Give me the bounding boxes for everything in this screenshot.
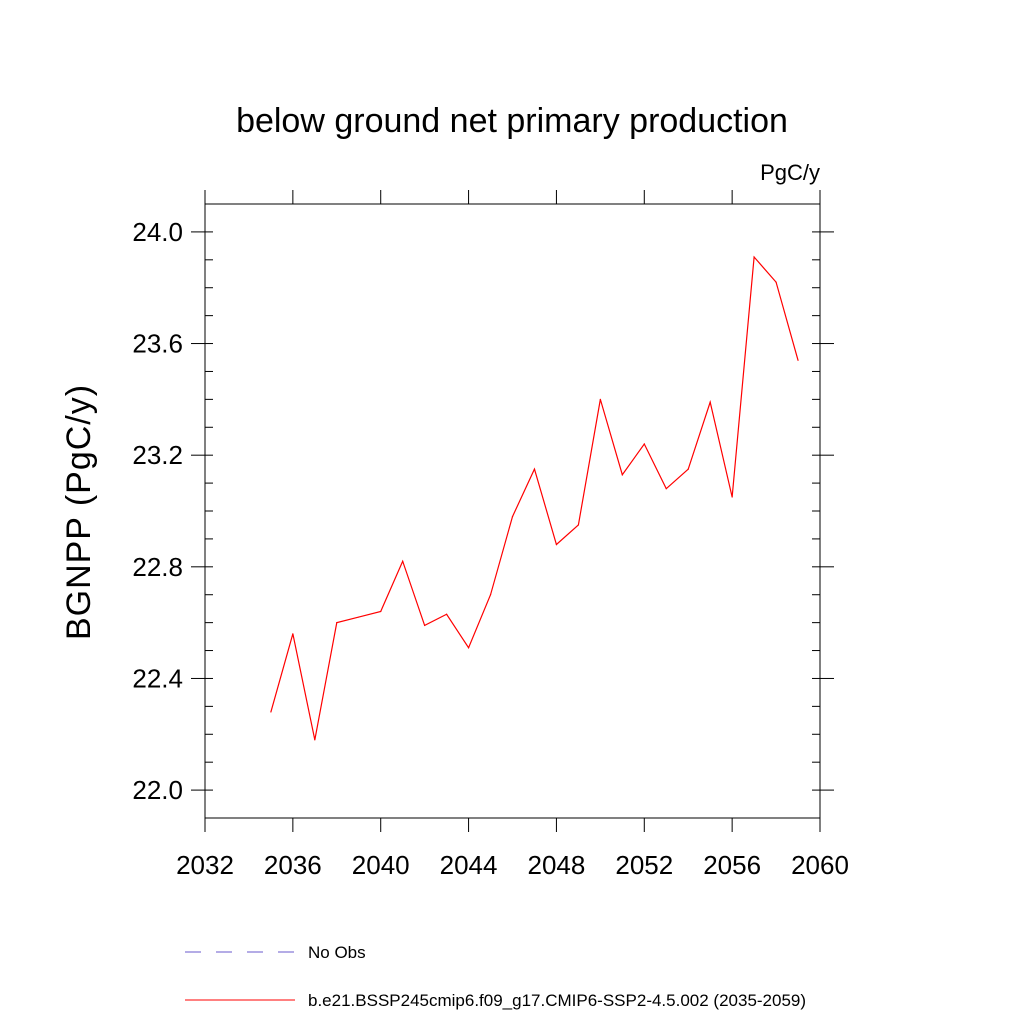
data-point bbox=[555, 543, 558, 546]
data-point bbox=[643, 443, 645, 445]
data-point bbox=[577, 524, 579, 526]
data-point bbox=[467, 647, 470, 649]
x-tick-label: 2040 bbox=[352, 850, 410, 880]
y-tick-label: 23.2 bbox=[132, 440, 183, 470]
series-line bbox=[270, 255, 799, 740]
data-point bbox=[533, 468, 536, 470]
y-tick-label: 22.4 bbox=[132, 663, 183, 693]
data-point bbox=[665, 488, 667, 490]
y-tick-label: 24.0 bbox=[132, 217, 183, 247]
y-tick-label: 23.6 bbox=[132, 329, 183, 359]
data-point bbox=[380, 610, 382, 613]
data-point bbox=[270, 711, 272, 713]
legend: No Obs b.e21.BSSP245cmip6.f09_g17.CMIP6-S… bbox=[185, 943, 806, 1010]
data-point bbox=[402, 560, 404, 562]
data-point bbox=[775, 281, 777, 283]
data-point bbox=[687, 468, 689, 470]
x-tick-label: 2032 bbox=[176, 850, 234, 880]
data-point bbox=[336, 622, 338, 624]
data-point bbox=[511, 515, 514, 518]
data-point bbox=[753, 256, 755, 258]
y-tick-label: 22.0 bbox=[132, 775, 183, 805]
plot-frame bbox=[204, 203, 821, 819]
data-point bbox=[709, 401, 711, 403]
x-tick-label: 2052 bbox=[615, 850, 673, 880]
data-point bbox=[314, 739, 316, 741]
x-tick-label: 2056 bbox=[703, 850, 761, 880]
data-point bbox=[358, 616, 360, 618]
data-point bbox=[621, 474, 623, 476]
legend-label: No Obs bbox=[308, 943, 366, 962]
data-point bbox=[797, 359, 799, 361]
x-tick-label: 2060 bbox=[791, 850, 849, 880]
x-tick-label: 2036 bbox=[264, 850, 322, 880]
units-label: PgC/y bbox=[760, 160, 820, 185]
x-axis: 2032 2036 2040 2044 2048 2052 2056 2060 bbox=[176, 190, 849, 880]
data-point bbox=[446, 613, 448, 615]
data-point bbox=[424, 624, 426, 627]
x-tick-label: 2044 bbox=[440, 850, 498, 880]
y-axis-label: BGNPP (PgC/y) bbox=[60, 384, 98, 640]
y-axis: 22.0 22.4 22.8 23.2 23.6 24.0 bbox=[132, 203, 834, 819]
y-tick-label: 22.8 bbox=[132, 552, 183, 582]
series-layer bbox=[270, 255, 799, 741]
x-tick-label: 2048 bbox=[528, 850, 586, 880]
legend-label: b.e21.BSSP245cmip6.f09_g17.CMIP6-SSP2-4.… bbox=[308, 991, 806, 1010]
chart-title: below ground net primary production bbox=[236, 102, 788, 140]
data-point bbox=[489, 594, 492, 596]
data-point bbox=[599, 398, 601, 400]
data-point bbox=[731, 496, 733, 498]
data-point bbox=[292, 633, 294, 635]
